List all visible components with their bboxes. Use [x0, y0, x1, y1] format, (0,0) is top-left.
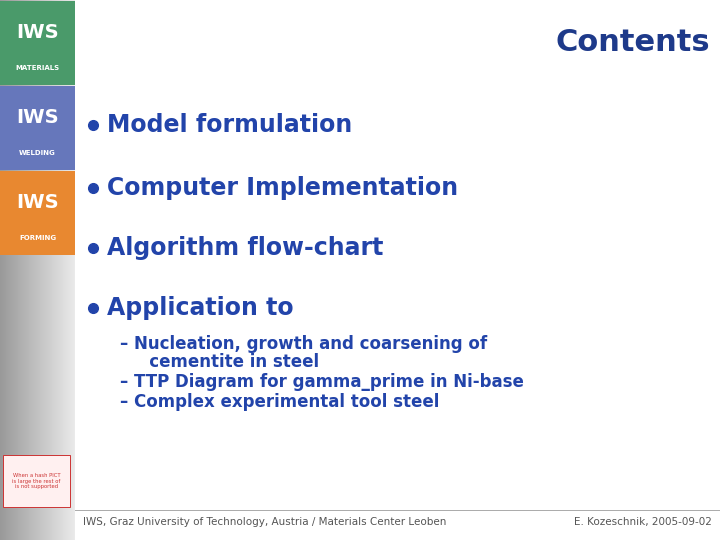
Text: When a hash PICT
is large the rest of
is not supported: When a hash PICT is large the rest of is…	[12, 472, 60, 489]
Text: cementite in steel: cementite in steel	[132, 353, 319, 371]
Text: IWS, Graz University of Technology, Austria / Materials Center Leoben: IWS, Graz University of Technology, Aust…	[83, 517, 446, 527]
Text: – Complex experimental tool steel: – Complex experimental tool steel	[120, 393, 439, 411]
Text: FORMING: FORMING	[19, 235, 56, 241]
Text: IWS: IWS	[16, 23, 59, 42]
Text: Contents: Contents	[555, 28, 710, 57]
FancyBboxPatch shape	[0, 86, 75, 170]
Text: Computer Implementation: Computer Implementation	[107, 176, 458, 200]
Text: MATERIALS: MATERIALS	[15, 65, 60, 71]
Text: – TTP Diagram for gamma_prime in Ni-base: – TTP Diagram for gamma_prime in Ni-base	[120, 373, 524, 391]
FancyBboxPatch shape	[0, 1, 75, 85]
Text: IWS: IWS	[16, 108, 59, 127]
Text: IWS: IWS	[16, 193, 59, 212]
Text: Application to: Application to	[107, 296, 294, 320]
Text: E. Kozeschnik, 2005-09-02: E. Kozeschnik, 2005-09-02	[574, 517, 712, 527]
FancyBboxPatch shape	[75, 0, 720, 540]
Text: WELDING: WELDING	[19, 150, 56, 156]
FancyBboxPatch shape	[0, 171, 75, 255]
FancyBboxPatch shape	[3, 455, 70, 507]
Text: – Nucleation, growth and coarsening of: – Nucleation, growth and coarsening of	[120, 335, 487, 353]
Text: Model formulation: Model formulation	[107, 113, 352, 137]
Text: Algorithm flow-chart: Algorithm flow-chart	[107, 236, 383, 260]
